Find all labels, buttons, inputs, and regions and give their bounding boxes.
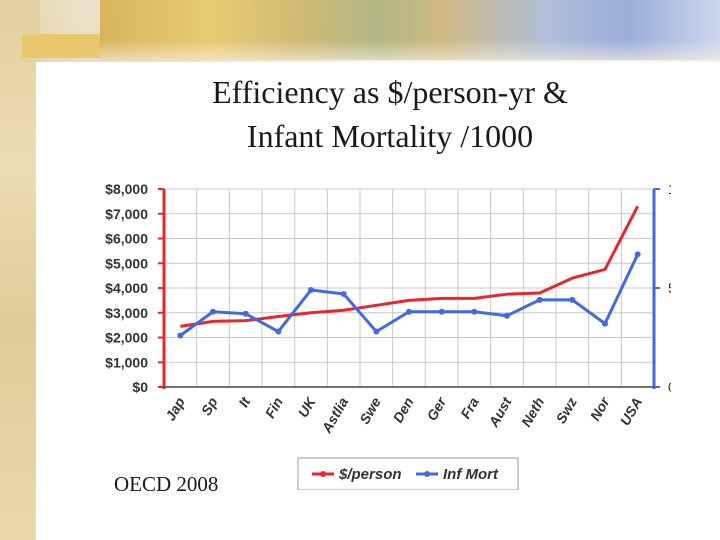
data-point-mortality [471,308,478,315]
x-tick-label: Den [390,395,417,426]
y-right-tick-label: 5 [668,280,671,296]
data-point-mortality [242,310,249,317]
data-point-mortality [504,312,510,319]
yellow-accent-bar [22,34,102,58]
y-left-tick-label: $6,000 [105,231,148,247]
x-tick-label: Ger [423,393,450,423]
banner-fade [100,40,720,60]
x-tick-label: USA [617,395,646,429]
x-tick-label: It [235,393,254,410]
x-tick-label: Neth [518,395,547,430]
legend-box [297,457,519,491]
source-label: OECD 2008 [114,472,219,496]
x-tick-label: Jap [162,394,188,423]
legend-label-spend: $/person [338,466,402,483]
x-tick-label: UK [295,394,319,420]
slide-title: Efficiency as $/person-yr & Infant Morta… [90,70,690,158]
chart-area: $0 $1,000 $2,000 $3,000 $4,000 $5,000 $6,000 $7… [86,168,684,491]
y-right-tick-label: 10 [668,181,671,197]
data-point-mortality [340,290,347,297]
data-point-mortality [602,320,608,327]
x-tick-label: Aust [485,393,516,430]
x-tick-label: Fin [262,395,286,421]
x-tick-label: Sp [198,394,221,418]
data-point-mortality [536,296,543,303]
y-left-tick-label: $0 [132,379,148,395]
data-point-mortality [177,332,184,339]
legend-label-mortality: Inf Mort [443,466,499,483]
y-left-tick-label: $8,000 [105,181,148,197]
y-left-tick-label: $4,000 [105,280,148,296]
title-line-2: Infant Mortality /1000 [246,118,534,154]
y-right-tick-label: 0 [668,379,671,395]
data-point-mortality [210,308,216,315]
y-left-tick-label: $5,000 [105,255,148,271]
y-left-tick-label: $7,000 [105,206,148,222]
x-tick-label: Nor [587,393,614,423]
x-tick-label: Astlia [318,394,352,436]
title-line-1: Efficiency as $/person-yr & [212,74,568,110]
line-chart: $0 $1,000 $2,000 $3,000 $4,000 $5,000 $6,000 $7… [105,181,684,491]
x-tick-label: Fra [457,394,482,421]
data-point-mortality [634,251,641,258]
y-left-tick-label: $3,000 [105,305,148,321]
left-texture-strip [0,0,40,540]
y-left-tick-label: $2,000 [105,330,148,346]
series-line-mortality [179,253,640,337]
data-point-mortality [438,308,445,315]
data-point-mortality [275,328,282,335]
data-point-mortality [406,308,412,315]
series-line-spend [180,205,639,328]
legend-marker [424,471,430,477]
data-point-mortality [308,286,314,293]
legend-marker [320,471,326,477]
data-point-mortality [569,296,576,303]
x-tick-label: Swz [552,395,579,427]
data-point-mortality [373,328,380,335]
y-left-tick-label: $1,000 [105,354,148,370]
x-tick-label: Swe [356,394,384,426]
